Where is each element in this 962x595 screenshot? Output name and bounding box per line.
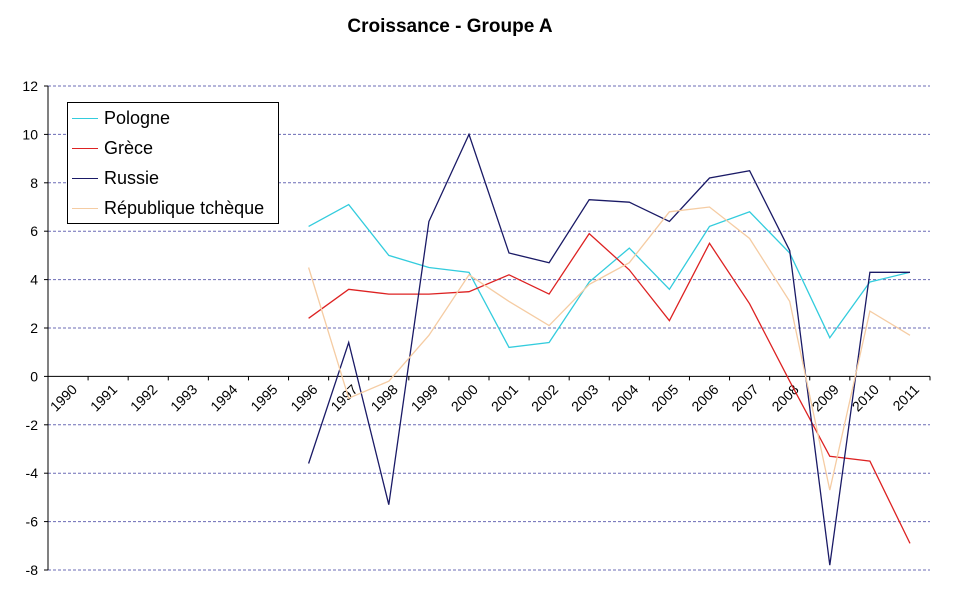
y-tick-label: 8 xyxy=(30,175,38,191)
x-tick-label: 2000 xyxy=(448,381,481,414)
x-tick-label: 2008 xyxy=(768,381,801,414)
x-tick-label: 1990 xyxy=(47,381,80,414)
y-tick-label: -2 xyxy=(26,417,39,433)
x-tick-label: 1998 xyxy=(368,381,401,414)
legend-item-republique-tcheque: République tchèque xyxy=(72,196,264,220)
y-tick-label: 4 xyxy=(30,272,38,288)
x-tick-label: 2011 xyxy=(889,381,922,414)
series-line-russie xyxy=(307,132,910,566)
x-tick-label: 1997 xyxy=(327,381,360,414)
chart-legend: Pologne Grèce Russie République tchèque xyxy=(67,102,279,224)
legend-label-russie: Russie xyxy=(104,167,160,188)
x-tick-label: 1999 xyxy=(408,381,441,414)
x-tick-label: 1992 xyxy=(127,381,160,414)
y-tick-label: 6 xyxy=(30,223,38,239)
y-tick-label: 10 xyxy=(22,126,38,142)
y-tick-label: 0 xyxy=(30,368,38,384)
y-tick-label: -4 xyxy=(26,465,39,481)
legend-swatch-grece xyxy=(72,147,98,149)
x-tick-label: 2002 xyxy=(528,381,561,414)
legend-label-republique-tcheque: République tchèque xyxy=(104,197,265,218)
x-tick-label: 2007 xyxy=(728,381,761,414)
legend-item-pologne: Pologne xyxy=(72,106,170,130)
x-tick-label: 1993 xyxy=(167,381,200,414)
x-tick-label: 2001 xyxy=(488,381,521,414)
x-tick-label: 2006 xyxy=(688,381,721,414)
legend-item-russie: Russie xyxy=(72,166,159,190)
y-tick-label: 12 xyxy=(22,78,38,94)
legend-swatch-russie xyxy=(72,177,98,179)
legend-item-grece: Grèce xyxy=(72,136,153,160)
legend-swatch-pologne xyxy=(72,117,98,119)
x-tick-label: 2009 xyxy=(809,381,842,414)
x-tick-label: 1994 xyxy=(207,381,240,414)
x-tick-label: 2004 xyxy=(608,381,641,414)
x-tick-label: 2003 xyxy=(568,381,601,414)
y-tick-label: 2 xyxy=(30,320,38,336)
y-tick-label: -8 xyxy=(26,562,39,578)
x-tick-label: 1996 xyxy=(287,381,320,414)
legend-label-pologne: Pologne xyxy=(104,107,171,128)
y-tick-label: -6 xyxy=(26,514,39,530)
legend-swatch-republique-tcheque xyxy=(72,207,98,209)
series-line-republique-tcheque xyxy=(307,206,911,491)
x-tick-label: 1991 xyxy=(87,381,120,414)
x-tick-label: 2005 xyxy=(648,381,681,414)
chart-title: Croissance - Groupe A xyxy=(347,16,553,37)
series-line-pologne xyxy=(308,203,911,349)
x-tick-label: 1995 xyxy=(247,381,280,414)
series-line-grece xyxy=(308,232,911,544)
legend-label-grece: Grèce xyxy=(104,137,154,158)
